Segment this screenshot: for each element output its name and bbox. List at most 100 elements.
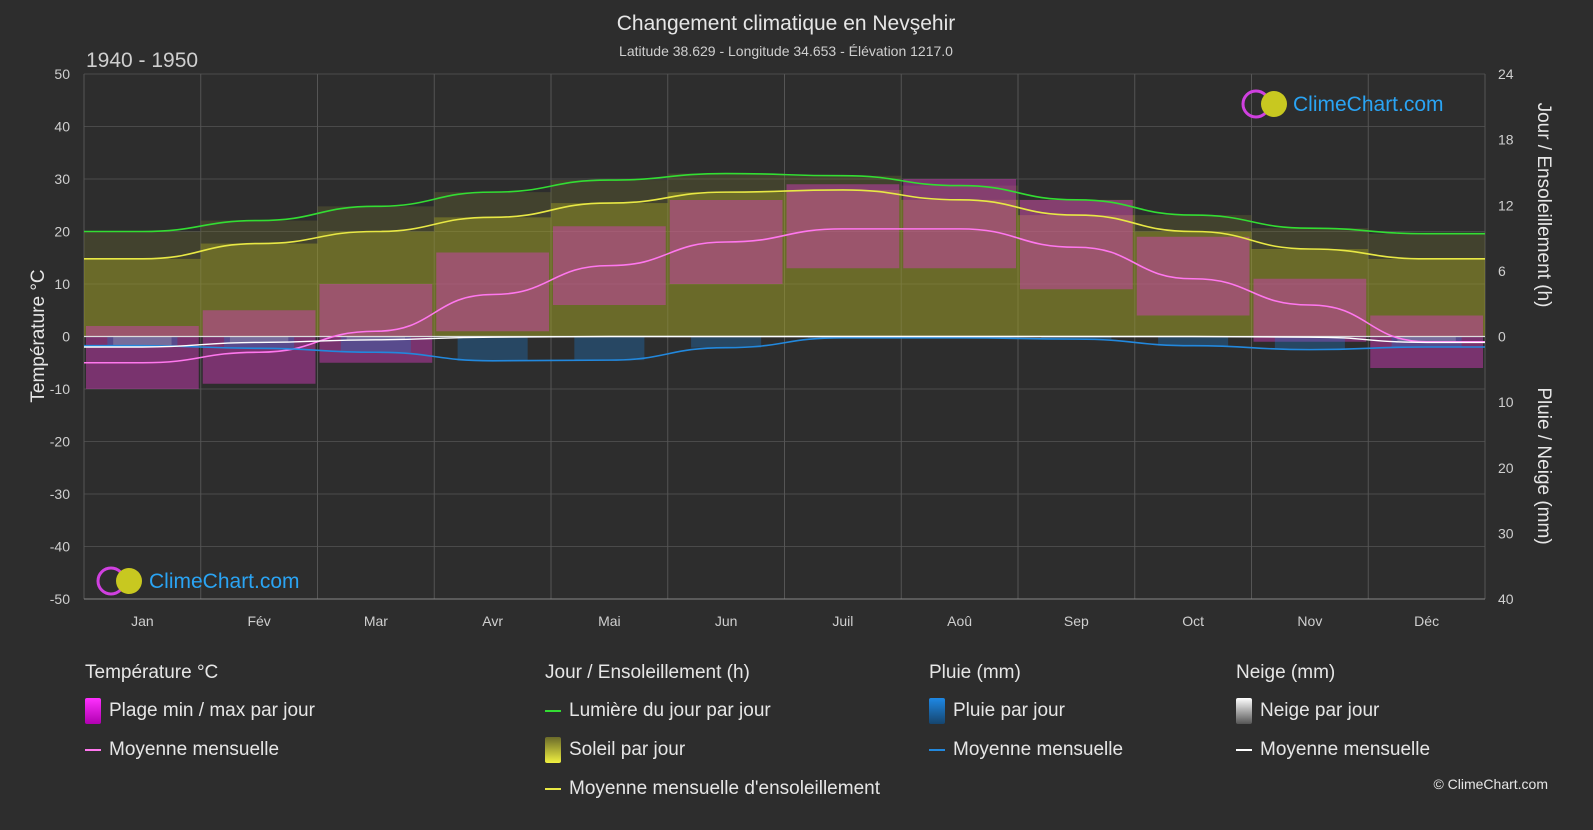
daylight-band bbox=[551, 180, 668, 204]
daylight-band bbox=[1018, 199, 1135, 216]
x-tick-label: Avr bbox=[482, 613, 503, 629]
legend-label: Plage min / max par jour bbox=[109, 700, 315, 721]
y-tick-label-right-hours: 6 bbox=[1498, 263, 1506, 279]
rain-bar bbox=[1041, 336, 1112, 340]
snow-mean-swatch bbox=[1236, 749, 1252, 751]
y-tick-label-right-hours: 18 bbox=[1498, 132, 1514, 148]
snow-bar bbox=[113, 336, 172, 347]
legend-temperature: Température °C Plage min / max par jour … bbox=[85, 662, 315, 778]
legend-sun: Jour / Ensoleillement (h) Lumière du jou… bbox=[545, 662, 880, 817]
sunshine-bar bbox=[1251, 249, 1369, 337]
logo-sun-icon bbox=[1261, 91, 1287, 117]
sunshine-bar bbox=[84, 258, 201, 337]
rain-bar bbox=[107, 336, 178, 346]
y-tick-label-left: 40 bbox=[54, 119, 70, 135]
rain-bar bbox=[574, 336, 645, 361]
y-axis-right-top-label: Jour / Ensoleillement (h) bbox=[1533, 103, 1554, 308]
y-tick-label-left: -40 bbox=[50, 539, 70, 555]
sunshine-bar bbox=[200, 243, 318, 337]
x-tick-label: Fév bbox=[247, 613, 270, 629]
rain-bar bbox=[691, 336, 762, 348]
temp-range-bar bbox=[903, 179, 1016, 269]
y-tick-label-left: -20 bbox=[50, 434, 70, 450]
legend-label: Soleil par jour bbox=[569, 739, 686, 760]
sunshine-bar bbox=[901, 199, 1018, 337]
y-axis-right-bottom-label: Pluie / Neige (mm) bbox=[1533, 387, 1554, 544]
y-tick-label-right-hours: 24 bbox=[1498, 66, 1514, 82]
daylight-band bbox=[901, 185, 1018, 200]
plot-area bbox=[84, 172, 1485, 389]
daylight-band bbox=[1134, 215, 1252, 232]
sunshine-bar bbox=[1018, 215, 1135, 337]
x-tick-label: Déc bbox=[1414, 613, 1439, 629]
legend-item: Neige par jour bbox=[1236, 698, 1430, 724]
legend-label: Pluie par jour bbox=[953, 700, 1065, 721]
x-tick-label: Jun bbox=[715, 613, 738, 629]
snow-bar bbox=[229, 336, 289, 343]
axes: 50 40 30 20 10 0 -10 -20 -30 -40 -50 24 18 12 6 0 10 20 30… bbox=[50, 66, 1514, 629]
legend-snow: Neige (mm) Neige par jour Moyenne mensue… bbox=[1236, 662, 1430, 778]
legend-item: Lumière du jour par jour bbox=[545, 700, 880, 722]
snow-bar bbox=[1397, 336, 1456, 343]
temp-mean-swatch bbox=[85, 749, 101, 751]
sunshine-mean-swatch bbox=[545, 788, 561, 790]
daylight-band bbox=[200, 220, 318, 244]
legend-label: Neige par jour bbox=[1260, 700, 1380, 721]
y-tick-label-left: -30 bbox=[50, 486, 70, 502]
snow-mean-line bbox=[84, 335, 1485, 348]
rain-bar bbox=[1274, 336, 1345, 350]
snow-bar bbox=[346, 336, 406, 340]
temp-range-bar bbox=[86, 326, 199, 389]
y-tick-label-right-precip: 30 bbox=[1498, 525, 1514, 541]
y-tick-label-left: -50 bbox=[50, 591, 70, 607]
daylight-band bbox=[84, 231, 201, 259]
temp-range-bar bbox=[1136, 236, 1250, 316]
y-tick-label-right-precip: 20 bbox=[1498, 460, 1514, 476]
legend-item: Moyenne mensuelle bbox=[85, 739, 315, 761]
x-tick-label: Nov bbox=[1297, 613, 1322, 629]
legend-rain: Pluie (mm) Pluie par jour Moyenne mensue… bbox=[929, 662, 1123, 778]
brand-logo-top: ClimeChart.com bbox=[1241, 89, 1444, 119]
legend-item: Moyenne mensuelle bbox=[1236, 739, 1430, 761]
legend-item: Pluie par jour bbox=[929, 698, 1123, 724]
x-tick-label: Jan bbox=[131, 613, 154, 629]
legend-item: Soleil par jour bbox=[545, 737, 880, 763]
chart-title: Changement climatique en Nevşehir bbox=[617, 12, 956, 35]
y-tick-label-right-hours: 12 bbox=[1498, 197, 1514, 213]
daylight-band bbox=[784, 175, 902, 190]
sunshine-bar bbox=[1368, 258, 1485, 337]
temp-range-bar bbox=[1020, 200, 1133, 290]
legend-heading: Pluie (mm) bbox=[929, 662, 1021, 683]
sunshine-bar bbox=[667, 192, 785, 337]
daylight-swatch bbox=[545, 710, 561, 712]
x-tick-label: Oct bbox=[1182, 613, 1204, 629]
brand-text-top: ClimeChart.com bbox=[1293, 93, 1444, 116]
temp-range-bar bbox=[1253, 278, 1367, 342]
rain-swatch bbox=[929, 698, 945, 724]
sunshine-swatch bbox=[545, 737, 561, 763]
y-tick-label-left: 30 bbox=[54, 171, 70, 187]
chart-subtitle: Latitude 38.629 - Longitude 34.653 - Élé… bbox=[619, 43, 953, 59]
temp-range-swatch bbox=[85, 698, 101, 724]
y-tick-label-right-precip: 40 bbox=[1498, 591, 1514, 607]
temp-range-bar bbox=[786, 184, 900, 269]
x-tick-label: Mar bbox=[364, 613, 388, 629]
brand-text-bottom: ClimeChart.com bbox=[149, 570, 300, 593]
logo-sun-icon bbox=[116, 568, 142, 594]
x-tick-label: Sep bbox=[1064, 613, 1089, 629]
y-axis-left-label: Température °C bbox=[28, 269, 49, 402]
daylight-band bbox=[1251, 228, 1369, 249]
brand-logo-bottom: ClimeChart.com bbox=[96, 566, 300, 596]
temp-range-bar bbox=[319, 284, 433, 363]
daylight-band bbox=[667, 173, 785, 193]
y-tick-label-right-precip: 10 bbox=[1498, 394, 1514, 410]
legend-heading: Neige (mm) bbox=[1236, 662, 1336, 683]
legend-item: Moyenne mensuelle bbox=[929, 739, 1123, 761]
sunshine-bar bbox=[434, 217, 551, 337]
sunshine-bar bbox=[784, 189, 902, 337]
y-tick-label-right-hours: 0 bbox=[1498, 329, 1506, 345]
legend-item: Moyenne mensuelle d'ensoleillement bbox=[545, 778, 880, 800]
daylight-band bbox=[434, 192, 551, 218]
